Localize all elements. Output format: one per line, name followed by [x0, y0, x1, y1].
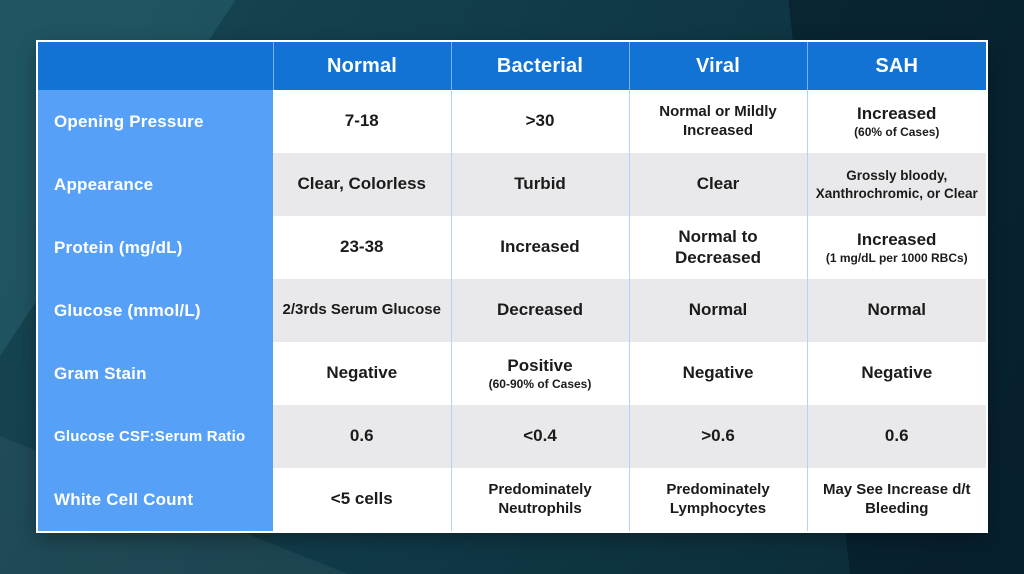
row-label-protein: Protein (mg/dL): [38, 216, 273, 279]
cell-main: <5 cells: [330, 489, 393, 509]
table-cell: <5 cells: [273, 468, 451, 531]
cell-main: <0.4: [523, 426, 557, 446]
cell-sub: (60% of Cases): [854, 125, 940, 139]
cell-main: 0.6: [349, 426, 374, 446]
table-cell: Negative: [273, 342, 451, 405]
table-cell: Increased (1 mg/dL per 1000 RBCs): [806, 216, 986, 279]
header-bacterial: Bacterial: [450, 42, 629, 90]
cell-main: Normal to Decreased: [674, 227, 761, 267]
table-cell: 7-18: [273, 90, 451, 153]
cell-main: 2/3rds Serum Glucose: [282, 301, 441, 319]
table-row-appearance: Appearance Clear, Colorless Turbid Clear…: [38, 153, 986, 216]
table-cell: Negative: [806, 342, 986, 405]
table-row-white-cell-count: White Cell Count <5 cells Predominately …: [38, 468, 986, 531]
cell-main: Normal or Mildly Increased: [659, 102, 777, 139]
header-normal: Normal: [272, 42, 451, 90]
cell-main: Increased: [857, 103, 937, 123]
cell-main: 7-18: [344, 111, 379, 131]
cell-sub: (60-90% of Cases): [488, 377, 592, 391]
header-viral: Viral: [628, 42, 807, 90]
table-row-opening-pressure: Opening Pressure 7-18 >30 Normal or Mild…: [38, 90, 986, 153]
table-cell: >30: [450, 90, 629, 153]
table-cell: 0.6: [273, 405, 451, 468]
table-row-protein: Protein (mg/dL) 23-38 Increased Normal t…: [38, 216, 986, 279]
table-cell: Predominately Lymphocytes: [628, 468, 807, 531]
cell-main: May See Increase d/t Bleeding: [822, 480, 971, 517]
header-row: Normal Bacterial Viral SAH: [38, 42, 986, 90]
cell-main: >0.6: [701, 426, 735, 446]
cell-main: >30: [525, 111, 555, 131]
table-cell: Normal: [628, 279, 807, 342]
cell-main: Negative: [861, 363, 933, 383]
table-cell: Decreased: [450, 279, 629, 342]
cell-sub: (1 mg/dL per 1000 RBCs): [825, 251, 968, 265]
csf-comparison-table: Normal Bacterial Viral SAH Opening Press…: [38, 42, 986, 531]
cell-main: Predominately Neutrophils: [488, 480, 592, 517]
table-row-gram-stain: Gram Stain Negative Positive (60-90% of C…: [38, 342, 986, 405]
cell-main: Turbid: [514, 174, 566, 194]
row-label-csf-serum-ratio: Glucose CSF:Serum Ratio: [38, 405, 273, 468]
table-cell: Positive (60-90% of Cases): [450, 342, 629, 405]
header-sah: SAH: [806, 42, 986, 90]
table-cell: Increased: [450, 216, 629, 279]
table-cell: Increased (60% of Cases): [806, 90, 986, 153]
header-corner-cell: [38, 42, 273, 90]
cell-main: Clear: [696, 174, 740, 194]
table-cell: Grossly bloody, Xanthrochromic, or Clear: [806, 153, 986, 216]
table-cell: 2/3rds Serum Glucose: [273, 279, 451, 342]
cell-main: Negative: [326, 363, 398, 383]
cell-main: Grossly bloody, Xanthrochromic, or Clear: [815, 167, 978, 201]
table-cell: <0.4: [450, 405, 629, 468]
cell-main: Decreased: [496, 300, 583, 320]
table-row-glucose: Glucose (mmol/L) 2/3rds Serum Glucose De…: [38, 279, 986, 342]
cell-main: Normal: [688, 300, 748, 320]
table-cell: Clear: [628, 153, 807, 216]
row-label-white-cell-count: White Cell Count: [38, 468, 273, 531]
table-cell: Turbid: [450, 153, 629, 216]
cell-main: Predominately Lymphocytes: [666, 480, 770, 517]
cell-main: 23-38: [340, 237, 384, 257]
row-label-appearance: Appearance: [38, 153, 273, 216]
table-cell: 23-38: [273, 216, 451, 279]
cell-main: Increased: [500, 237, 580, 257]
table-cell: Negative: [628, 342, 807, 405]
table-cell: May See Increase d/t Bleeding: [806, 468, 986, 531]
row-label-opening-pressure: Opening Pressure: [38, 90, 273, 153]
table-cell: Normal: [806, 279, 986, 342]
table-cell: 0.6: [806, 405, 986, 468]
cell-main: Positive: [507, 355, 573, 375]
row-label-gram-stain: Gram Stain: [38, 342, 273, 405]
cell-main: 0.6: [884, 426, 909, 446]
table-cell: Normal or Mildly Increased: [628, 90, 807, 153]
row-label-glucose: Glucose (mmol/L): [38, 279, 273, 342]
table-cell: >0.6: [628, 405, 807, 468]
cell-main: Clear, Colorless: [297, 174, 426, 194]
cell-main: Increased: [857, 229, 937, 249]
table-cell: Predominately Neutrophils: [450, 468, 629, 531]
table-cell: Normal to Decreased: [628, 216, 807, 279]
table-row-csf-serum-ratio: Glucose CSF:Serum Ratio 0.6 <0.4 >0.6 0.…: [38, 405, 986, 468]
cell-main: Normal: [867, 300, 927, 320]
cell-main: Negative: [682, 363, 754, 383]
table-cell: Clear, Colorless: [273, 153, 451, 216]
